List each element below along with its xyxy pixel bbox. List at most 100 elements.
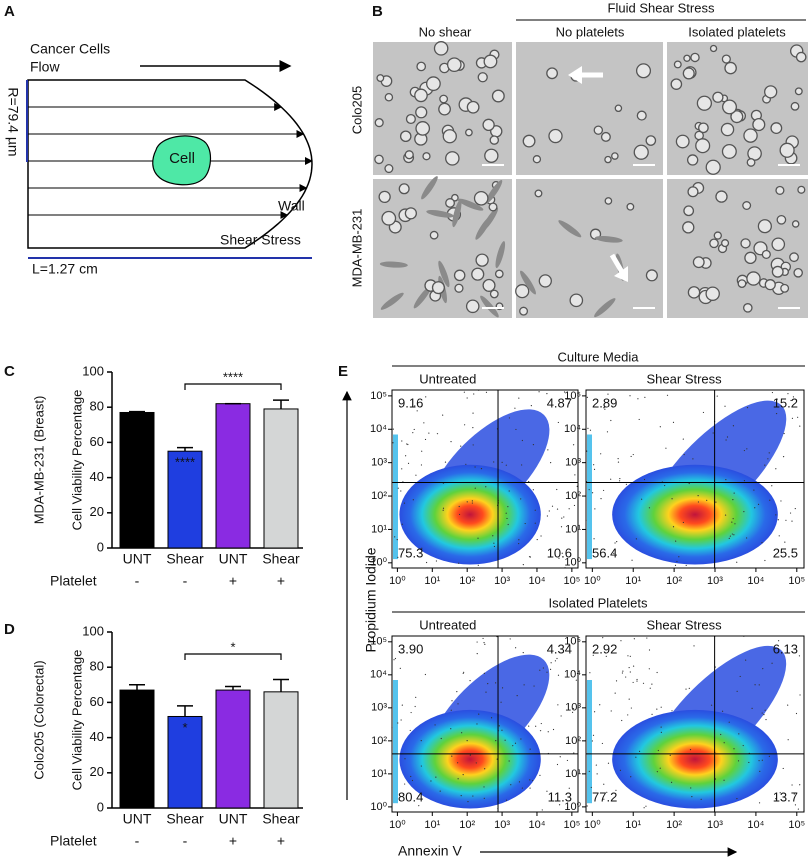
event-dot	[593, 468, 596, 470]
cell-image	[709, 44, 718, 53]
x-tick-label: UNT	[123, 551, 152, 567]
event-dot	[759, 770, 761, 772]
event-dot	[440, 737, 442, 740]
event-dot	[731, 533, 733, 535]
event-dot	[457, 703, 459, 705]
quadrant-value: 56.4	[592, 545, 617, 560]
event-dot	[430, 780, 432, 782]
y-tick-label: 10⁵	[370, 390, 387, 402]
cell-image	[558, 220, 582, 238]
cell-image	[761, 249, 771, 260]
event-dot	[538, 391, 540, 393]
event-dot	[690, 787, 692, 789]
cell-image	[779, 142, 795, 158]
cell-image	[384, 92, 394, 102]
x-tick-label: 10¹	[424, 575, 440, 587]
event-dot	[697, 494, 699, 497]
event-dot	[410, 711, 412, 714]
event-dot	[649, 687, 651, 689]
event-dot	[460, 445, 462, 447]
event-dot	[407, 462, 410, 464]
event-dot	[561, 517, 563, 519]
cell-image	[724, 61, 737, 75]
cell-image	[438, 102, 451, 116]
cell-image	[687, 186, 699, 198]
event-dot	[415, 696, 417, 698]
event-dot	[724, 405, 726, 407]
y-tick-label: 10¹	[565, 768, 581, 780]
event-dot	[569, 794, 572, 796]
x-axis-label: Annexin V	[398, 843, 462, 859]
event-dot	[515, 647, 517, 649]
event-dot	[571, 711, 574, 713]
cell-image	[404, 150, 414, 160]
event-dot	[648, 507, 651, 509]
event-dot	[588, 489, 590, 491]
cell-image	[415, 106, 428, 119]
row-label: Platelet	[50, 833, 97, 849]
cell-image	[705, 159, 721, 175]
cell-image	[696, 95, 713, 111]
event-dot	[573, 504, 576, 507]
cell-image	[465, 128, 473, 137]
event-dot	[392, 428, 394, 430]
cell-image	[489, 289, 499, 299]
x-tick-label: 10⁰	[584, 819, 601, 831]
x-tick-label: 10¹	[625, 575, 641, 587]
event-dot	[402, 793, 404, 795]
event-dot	[797, 416, 799, 418]
event-dot	[625, 676, 627, 678]
event-dot	[791, 417, 794, 419]
x-tick-label: 10²	[459, 575, 475, 587]
event-dot	[469, 680, 471, 682]
label: L=1.27 cm	[32, 261, 98, 277]
event-dot	[656, 708, 658, 710]
cell-image	[683, 205, 695, 217]
y-tick-label: 100	[82, 363, 104, 378]
event-dot	[442, 507, 445, 509]
cell-image	[687, 286, 701, 299]
event-dot	[556, 657, 558, 660]
cell-image	[485, 180, 503, 204]
side-label: Colo205 (Colorectal)	[31, 660, 46, 779]
event-dot	[418, 795, 420, 797]
event-dot	[728, 721, 730, 723]
event-dot	[501, 729, 503, 731]
event-dot	[420, 765, 422, 767]
event-dot	[613, 552, 615, 554]
cell-image	[384, 164, 394, 174]
cell-image	[415, 121, 431, 136]
cell-image	[705, 286, 720, 301]
cell-image	[374, 118, 384, 128]
cell-image	[793, 268, 803, 278]
event-dot	[533, 685, 535, 687]
event-dot	[439, 790, 441, 792]
label: No platelets	[556, 24, 625, 39]
event-dot	[720, 733, 722, 736]
event-dot	[627, 655, 629, 657]
cell-image	[495, 241, 506, 269]
cell-image	[594, 235, 623, 243]
panel-label: E	[338, 363, 348, 380]
event-dot	[715, 501, 717, 503]
event-dot	[765, 718, 767, 721]
cell-image	[795, 51, 807, 63]
event-dot	[633, 638, 635, 640]
event-dot	[593, 464, 595, 466]
event-dot	[574, 670, 576, 673]
event-dot	[787, 739, 789, 741]
event-dot	[603, 798, 605, 800]
event-dot	[495, 740, 497, 742]
cell-image	[422, 152, 431, 161]
event-dot	[425, 561, 428, 564]
event-dot	[659, 426, 661, 428]
event-dot	[791, 784, 793, 786]
x-tick-label: 10¹	[424, 819, 440, 831]
event-dot	[693, 645, 695, 647]
error-bar	[129, 410, 145, 413]
y-tick-label: 10⁵	[564, 636, 581, 648]
cell-image	[452, 199, 462, 228]
panel-label: C	[4, 363, 15, 380]
cell-image	[380, 292, 404, 310]
event-dot	[799, 694, 801, 696]
